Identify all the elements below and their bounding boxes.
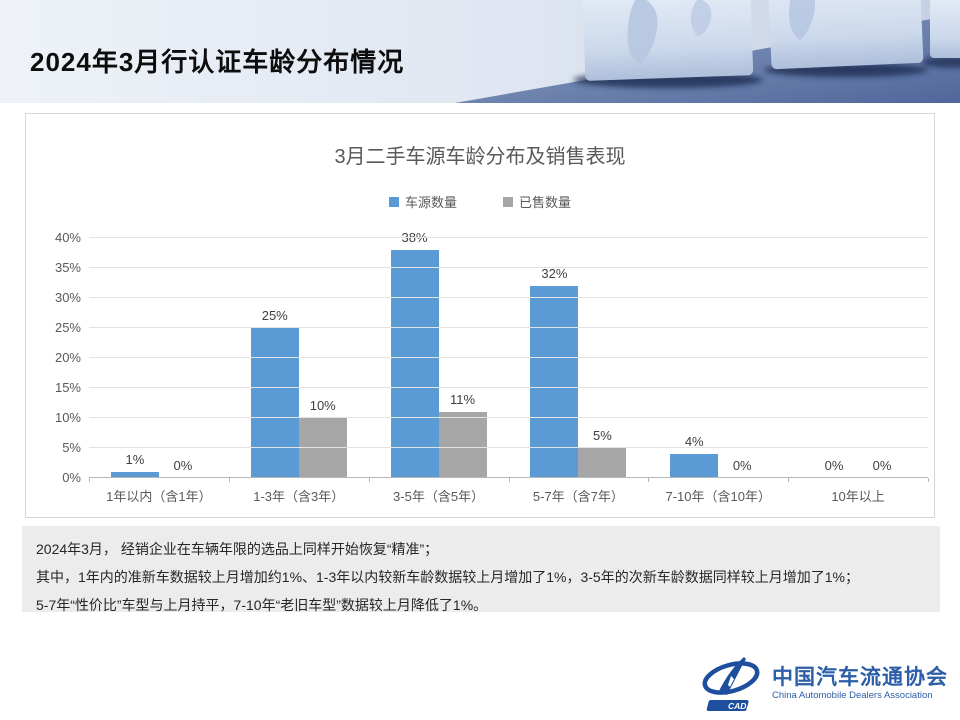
x-axis-label: 10年以上 [831,489,885,504]
bar-value-label: 11% [450,392,476,407]
bar-column: 11% [438,238,487,478]
legend-swatch-icon [503,196,513,207]
chart-title: 3月二手车源车龄分布及销售表现 [334,146,626,168]
gridline [89,387,928,388]
bar-sold [578,448,627,478]
bar-source [390,250,439,478]
x-axis-tick [788,478,790,482]
svg-text:CADA: CADA [728,701,753,711]
y-axis-tick-label: 20% [54,350,81,365]
gridline [89,267,928,268]
gridline [89,327,928,328]
summary-block: 2024年3月， 经销企业在车辆年限的选品上同样开始恢复“精准”； 其中，1年内… [22,526,940,613]
bar-value-label: 1% [125,452,145,467]
summary-line-2: 其中，1年内的准新车数据较上月增加约1%、1-3年以内较新车龄数据较上月增加了1… [36,569,859,585]
bar-column: 10% [298,238,347,478]
y-axis-tick-label: 35% [54,260,81,275]
summary-line-1: 2024年3月， 经销企业在车辆年限的选品上同样开始恢复“精准”； [36,541,439,557]
bar-value-label: 32% [541,266,568,281]
y-axis-tick-label: 30% [54,290,81,305]
bar-column: 5% [578,238,627,478]
bar-source [670,454,719,478]
bar-column: 0% [718,238,766,478]
legend-swatch-icon [388,196,399,207]
bar-group: 4% 0% [648,238,788,478]
bar-groups: 1% 0% 25% 10% 38% 11% 32% 5% 4% 0% 0% 0% [89,230,928,478]
bar-value-label: 0% [173,458,193,473]
bar-column: 0% [810,238,858,478]
header-banner: 2024年3月行认证车龄分布情况 [0,0,960,103]
plot-area: 0% 5% 10% 15% 20% 25% 30% 35% 40% 1% 0% 25% 10% 38% 1… [55,230,929,485]
y-axis: 0% 5% 10% 15% 20% 25% 30% 35% 40% [35,230,89,485]
gridline [89,357,928,358]
y-axis-tick-label: 10% [54,410,81,425]
bar-source [250,328,299,478]
bar-column: 38% [390,230,439,478]
x-axis-tick [928,478,929,482]
bar-source [110,472,159,478]
x-axis-tick [368,478,370,482]
y-axis-tick-label: 5% [62,440,81,455]
logo-text-en: China Automobile Dealers Association [772,690,933,702]
bar-group: 32% 5% [508,238,648,478]
bar-column: 0% [858,238,906,478]
bar-value-label: 25% [261,308,288,323]
x-axis-label: 1-3年（含3年） [253,489,345,504]
bar-value-label: 10% [309,398,336,413]
x-axis-label: 3-5年（含5年） [393,489,485,504]
x-axis-labels: 1年以内（含1年） 1-3年（含3年） 3-5年（含5年） 5-7年（含7年） 7-10… [89,486,928,505]
bar-column: 4% [670,238,719,478]
x-axis-label: 7-10年（含10年） [665,489,771,504]
gridline [89,447,928,448]
bar-value-label: 0% [732,458,752,473]
bar-column: 25% [250,238,299,478]
bar-column: 0% [159,238,207,478]
y-axis-tick-label: 0% [62,470,81,485]
logo-text-cn: 中国汽车流通协会 [772,666,948,690]
gridline [89,237,928,238]
bar-group: 38% 11% [369,230,509,478]
bar-value-label: 5% [592,428,612,443]
page-title: 2024年3月行认证车龄分布情况 [30,47,405,77]
gridline [89,297,928,298]
y-axis-tick-label: 40% [54,230,81,245]
bar-group: 25% 10% [229,238,369,478]
summary-line-3: 5-7年“性价比”车型与上月持平，7-10年“老旧车型”数据较上月降低了1%。 [36,597,488,613]
x-axis-tick [228,478,230,482]
x-axis-label: 5-7年（含7年） [532,489,624,504]
x-axis-line [89,477,928,478]
bar-value-label: 0% [872,458,892,473]
legend-label: 已售数量 [519,195,572,210]
x-axis-label: 1年以内（含1年） [106,489,212,504]
x-axis-tick [508,478,510,482]
bar-sold [298,418,347,478]
legend-item: 车源数量 [388,192,457,211]
x-axis-tick [89,478,90,482]
legend-item: 已售数量 [503,192,571,211]
gridline [89,417,928,418]
bar-source [530,286,579,478]
header-cubes-decoration [0,0,960,103]
cada-logo-icon: CADA [702,657,760,711]
y-axis-tick-label: 15% [54,380,81,395]
bar-group: 0% 0% [788,238,928,478]
cada-logo: CADA 中国汽车流通协会 China Automobile Dealers A… [698,656,948,712]
bar-group: 1% 0% [89,238,229,478]
bar-sold [438,412,487,478]
bar-value-label: 0% [824,458,844,473]
legend-label: 车源数量 [404,195,457,210]
bar-column: 1% [110,238,159,478]
chart-legend: 车源数量 已售数量 [26,192,934,211]
bar-value-label: 4% [684,434,704,449]
y-axis-tick-label: 25% [54,320,81,335]
x-axis-tick [648,478,650,482]
chart-panel: 3月二手车源车龄分布及销售表现 车源数量 已售数量 0% 5% 10% 15% 20% 25… [25,113,935,518]
bar-column: 32% [530,238,579,478]
